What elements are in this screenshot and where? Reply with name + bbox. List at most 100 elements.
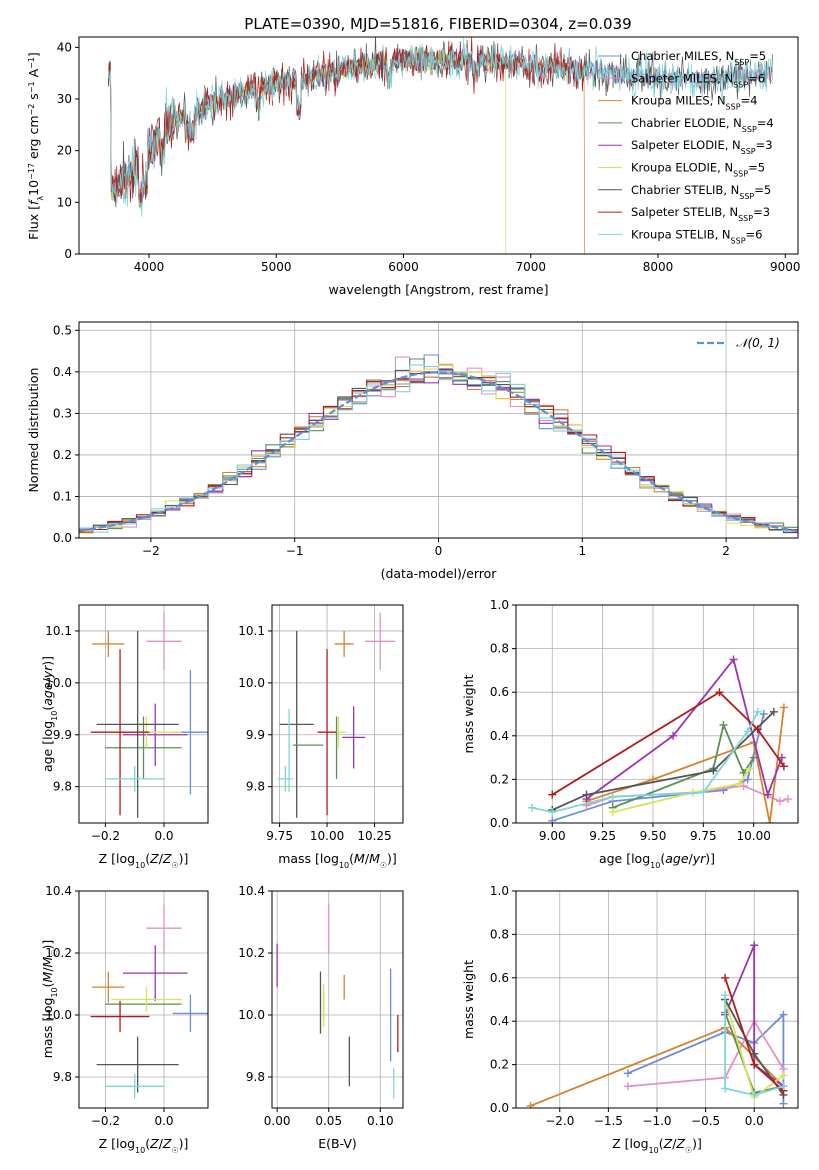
label-part: Salpeter ELODIE, N xyxy=(631,138,741,152)
x-tick-label: 4000 xyxy=(134,260,165,274)
plot-area xyxy=(276,903,399,1099)
weight-marker-5 xyxy=(608,808,617,817)
label-part: )] xyxy=(179,1136,189,1151)
legend-entry-0: Chabrier MILES, NSSP=5 xyxy=(631,49,766,67)
label-part: Kroupa MILES, N xyxy=(631,94,726,108)
label-part: ☉ xyxy=(171,1146,178,1155)
label-part: =5 xyxy=(748,161,765,175)
label-part: ☉ xyxy=(380,861,387,870)
label-part: yr xyxy=(40,665,55,679)
weight-marker-5 xyxy=(735,779,744,788)
label-part: −1 xyxy=(27,81,36,93)
label-part: ☉ xyxy=(685,1146,692,1155)
label-part: E(B-V) xyxy=(318,1136,357,1151)
label-part: age xyxy=(40,682,55,706)
label-part: Salpeter MILES, N xyxy=(631,71,733,85)
weight-marker-0 xyxy=(779,1010,788,1019)
axes-frame xyxy=(271,890,404,1109)
weight-marker-8 xyxy=(528,803,537,812)
label-part: Z xyxy=(675,1136,685,1151)
label-part: erg cm xyxy=(26,115,41,163)
spectrum-line-2 xyxy=(107,47,586,254)
label-part: −17 xyxy=(27,163,36,180)
weight-vs-z-axes: −2.0 −1.5 −1.0 −0.5 0.0 0.0 0.2 0.4 0.6 0.8 1.0 Z [… xyxy=(461,884,799,1155)
weight-marker-8 xyxy=(608,792,617,801)
weight-marker-1 xyxy=(775,797,784,806)
y-tick-label: 9.9 xyxy=(246,728,265,742)
weight-marker-3 xyxy=(749,753,758,762)
x-tick-label: −2.0 xyxy=(545,1114,574,1128)
plot-area xyxy=(90,903,208,1099)
weight-marker-4 xyxy=(669,731,678,740)
age-vs-z-axes: −0.2 0.09.89.910.010.1Z [log10(Z/Z☉)]age … xyxy=(40,604,209,870)
label-part: Kroupa STELIB, N xyxy=(631,227,731,241)
label-part: Z xyxy=(149,1136,159,1151)
weight-marker-3 xyxy=(719,720,728,729)
y-tick-label: 10.0 xyxy=(45,676,72,690)
y-tick-label: 9.9 xyxy=(53,728,72,742)
label-part: )] xyxy=(692,1136,702,1151)
weight-line-4 xyxy=(585,657,783,800)
label-part: / xyxy=(159,851,164,866)
label-part: ( xyxy=(40,982,55,987)
label-part: / xyxy=(40,967,55,972)
legend-entry-2: Kroupa MILES, NSSP=4 xyxy=(631,94,757,112)
plot-area xyxy=(79,354,798,534)
spectrum-line-8 xyxy=(107,37,773,217)
label-part: Z [log xyxy=(99,1136,135,1151)
x-tick-label: 5000 xyxy=(261,260,292,274)
y-tick-label: 9.8 xyxy=(246,1070,265,1084)
y-tick-label: 1.0 xyxy=(490,884,509,898)
y-tick-label: 0.6 xyxy=(490,971,509,985)
x-tick-label: −2 xyxy=(142,544,160,558)
y-tick-label: 10.2 xyxy=(238,946,265,960)
x-tick-label: −0.2 xyxy=(91,1114,120,1128)
y-tick-label: 0.2 xyxy=(490,1058,509,1072)
x-tick-label: 9.25 xyxy=(589,829,616,843)
label-part: ☉ xyxy=(171,861,178,870)
label-part: SSP xyxy=(739,191,754,200)
label-part: s xyxy=(26,93,41,104)
label-part: SSP xyxy=(733,169,748,178)
y-tick-label: 40 xyxy=(57,40,72,54)
label-part: SSP xyxy=(742,124,757,133)
legend-entry-8: Kroupa STELIB, NSSP=6 xyxy=(631,227,762,245)
y-tick-label: 0 xyxy=(64,247,72,261)
label-part: ( xyxy=(660,851,665,866)
mass-vs-ebv-axes: 0.00 0.05 0.10 9.8 10.0 10.2 10.4 E(B-V) xyxy=(238,884,404,1151)
label-part: 10 xyxy=(135,861,145,870)
x-tick-label: 0.0 xyxy=(154,829,173,843)
histogram-axes: −2 −1 0 1 2 0.0 0.1 0.2 0.3 0.4 0.5 (data-model)/er… xyxy=(26,321,799,581)
y-axis-label: age [log10(age/yr)] xyxy=(40,656,59,772)
x-tick-label: 10.00 xyxy=(737,829,771,843)
x-axis-label: Z [log10(Z/Z☉)] xyxy=(99,851,189,870)
y-tick-label: 10 xyxy=(57,195,72,209)
label-part: Z [log xyxy=(99,851,135,866)
weight-vs-age-axes: 9.00 9.25 9.50 9.75 10.00 0.0 0.2 0.4 0.6 0.8 1.0 a… xyxy=(461,598,799,870)
legend-entry-5: Kroupa ELODIE, NSSP=5 xyxy=(631,161,765,179)
label-part: / xyxy=(672,1136,677,1151)
label-part: =4 xyxy=(757,116,774,130)
x-tick-label: 0.05 xyxy=(315,1114,342,1128)
legend-entry-normal: 𝒩(0, 1) xyxy=(736,336,780,350)
weight-marker-8 xyxy=(779,1082,788,1091)
label-part: M xyxy=(40,971,55,982)
x-tick-label: −1.0 xyxy=(642,1114,671,1128)
label-part: )] xyxy=(40,656,55,666)
label-part: Flux [ xyxy=(26,205,41,240)
x-axis-label: (data-model)/error xyxy=(381,566,498,581)
label-part: =5 xyxy=(754,183,771,197)
label-part: )] xyxy=(387,851,397,866)
label-part: )] xyxy=(40,940,55,950)
label-part: ( xyxy=(145,851,150,866)
label-part: =6 xyxy=(746,227,763,241)
x-tick-label: −1.5 xyxy=(594,1114,623,1128)
y-tick-label: 0.0 xyxy=(53,531,72,545)
label-part: Z xyxy=(162,851,172,866)
x-tick-label: 0 xyxy=(435,544,443,558)
spectrum-axes: 4000 5000 6000 7000 8000 9000 0 10 20 30 40 wavelen… xyxy=(26,36,801,297)
label-part: 10 xyxy=(339,861,349,870)
y-tick-label: 10.4 xyxy=(238,884,265,898)
label-part: ( xyxy=(659,1136,664,1151)
plot-area xyxy=(107,37,773,254)
